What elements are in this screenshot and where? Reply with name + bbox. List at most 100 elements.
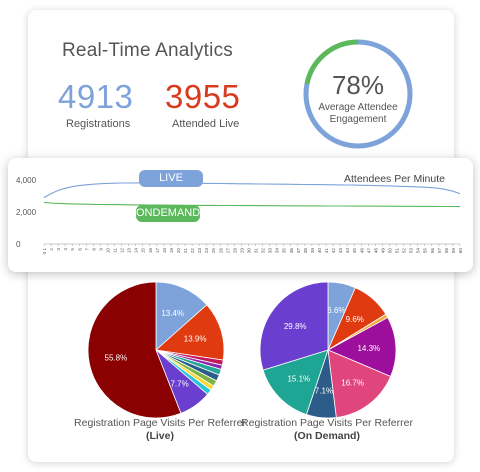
x-tick-label: 27: [225, 248, 230, 254]
pie-ondemand-slice[interactable]: [262, 349, 329, 415]
x-tick-label: 60: [458, 248, 463, 254]
pie-ondemand-slice-label: 6.6%: [327, 306, 345, 315]
line-chart-title: Attendees Per Minute: [344, 173, 445, 185]
attended-count: 3955: [165, 78, 241, 115]
pie-ondemand-slice[interactable]: [259, 281, 329, 371]
pie-live-slice[interactable]: [155, 304, 225, 361]
y-tick-label: 2,000: [16, 208, 37, 217]
x-tick-label: 56: [430, 248, 435, 254]
live-series-line: [43, 182, 461, 199]
pie-ondemand-slice-label: 9.6%: [346, 315, 364, 324]
registrations-label: Registrations: [66, 118, 131, 130]
pie-live-caption: Registration Page Visits Per Referrer (L…: [55, 417, 265, 443]
x-tick-label: 30: [246, 248, 251, 254]
pie-ondemand-slice-label: 15.1%: [287, 375, 310, 384]
pie-ondemand-slice[interactable]: [327, 349, 392, 418]
x-tick-label: 26: [218, 248, 223, 254]
pie-live-title: Registration Page Visits Per Referrer: [74, 417, 246, 429]
x-tick-label: 29: [239, 248, 244, 254]
engagement-label: Average Attendee Engagement: [283, 102, 433, 126]
x-tick-label: 16: [148, 248, 153, 254]
x-tick-label: 13: [127, 248, 132, 254]
live-series-label[interactable]: LIVE: [139, 170, 203, 187]
x-tick-label: 52: [402, 248, 407, 254]
x-tick-label: 41: [324, 248, 329, 254]
x-tick-label: 9: [98, 248, 103, 251]
x-tick-label: 11: [113, 248, 118, 253]
x-tick-label: 40: [317, 248, 322, 254]
x-tick-label: 45: [352, 248, 357, 254]
engagement-label-line1: Average Attendee: [318, 102, 398, 113]
x-tick-label: 51: [395, 248, 400, 254]
y-tick-label: 0: [16, 240, 21, 249]
x-tick-label: 21: [183, 248, 188, 254]
pie-ondemand-slice[interactable]: [327, 317, 397, 378]
x-tick-label: 55: [423, 248, 428, 254]
x-tick-label: 8: [91, 248, 96, 251]
x-tick-label: 6: [77, 248, 82, 251]
x-tick-label: 4: [63, 248, 68, 251]
x-tick-label: 3: [56, 248, 61, 251]
engagement-gauge: [303, 39, 413, 149]
pie-live-subtitle: (Live): [145, 430, 174, 442]
x-tick-label: 20: [176, 248, 181, 254]
pie-live-slice[interactable]: [155, 281, 208, 351]
x-tick-label: 47: [366, 248, 371, 254]
x-tick-label: 31: [254, 248, 259, 254]
x-tick-label: 22: [190, 248, 195, 254]
x-tick-label: 12: [120, 248, 125, 254]
pie-live-slice-label: 55.8%: [105, 354, 128, 363]
x-tick-label: 24: [204, 248, 209, 254]
x-tick-label: 18: [162, 248, 167, 254]
x-tick-label: 48: [373, 248, 378, 254]
x-tick-label: 34: [275, 248, 280, 254]
x-tick-label: 19: [169, 248, 174, 254]
x-tick-label: 14: [134, 248, 139, 254]
x-tick-label: 5: [70, 248, 75, 251]
pie-ondemand-slice-label: 7.1%: [315, 387, 333, 396]
x-tick-label: 10: [105, 248, 110, 254]
ondemand-series-label[interactable]: ONDEMAND: [136, 205, 200, 222]
attended-label: Attended Live: [172, 118, 240, 130]
pie-live-slice-label: 7.7%: [170, 379, 188, 388]
x-tick-label: 7: [84, 248, 89, 251]
pie-ondemand-slice-label: 16.7%: [341, 379, 364, 388]
x-tick-label: 2: [49, 248, 54, 251]
pie-live-slice-label: 13.9%: [184, 334, 207, 343]
engagement-label-line2: Engagement: [329, 114, 387, 125]
pie-chart-ondemand: 6.6%9.6% 14.3% 16.7% 7.1% 15.1% 29.8%: [259, 281, 397, 419]
registrations-count: 4913: [58, 78, 134, 115]
x-tick-label: 38: [303, 248, 308, 254]
pie-ondemand-slice-label: 14.3%: [357, 344, 380, 353]
pie-ondemand-caption: Registration Page Visits Per Referrer (O…: [222, 417, 432, 443]
x-tick-label: 15: [141, 248, 146, 254]
pie-live-slice[interactable]: [87, 281, 182, 419]
x-tick-label: 57: [437, 248, 442, 254]
x-tick-label: 28: [232, 248, 237, 254]
attendees-chart-card: 4,000 2,000 0 0 1 2 3 4 5 6 7 8 9 10 11 12 13 14 15 16 17 18…: [8, 158, 473, 272]
ondemand-series-line: [43, 201, 461, 208]
x-tick-label: 36: [289, 248, 294, 254]
x-tick-label: 53: [409, 248, 414, 254]
x-tick-label: 33: [268, 248, 273, 254]
x-tick-label: 46: [359, 248, 364, 254]
x-tick-label: 23: [197, 248, 202, 254]
page-title: Real-Time Analytics: [62, 40, 233, 61]
x-tick-label: 0 1: [42, 248, 47, 255]
x-tick-label: 17: [155, 248, 160, 254]
x-tick-label: 37: [296, 248, 301, 254]
y-tick-label: 4,000: [16, 176, 37, 185]
pie-ondemand-subtitle: (On Demand): [294, 430, 360, 442]
x-tick-label: 59: [451, 248, 456, 254]
pie-ondemand-slice-label: 29.8%: [284, 322, 307, 331]
x-tick-label: 32: [261, 248, 266, 254]
pie-live-slice-label: 13.4%: [161, 309, 184, 318]
x-tick-label: 58: [444, 248, 449, 254]
gauge-fill: [303, 39, 413, 149]
x-tick-label: 43: [338, 248, 343, 254]
pie-ondemand-title: Registration Page Visits Per Referrer: [241, 417, 413, 429]
engagement-percent: 78%: [331, 70, 385, 100]
x-tick-label: 42: [331, 248, 336, 254]
x-tick-label: 25: [211, 248, 216, 254]
